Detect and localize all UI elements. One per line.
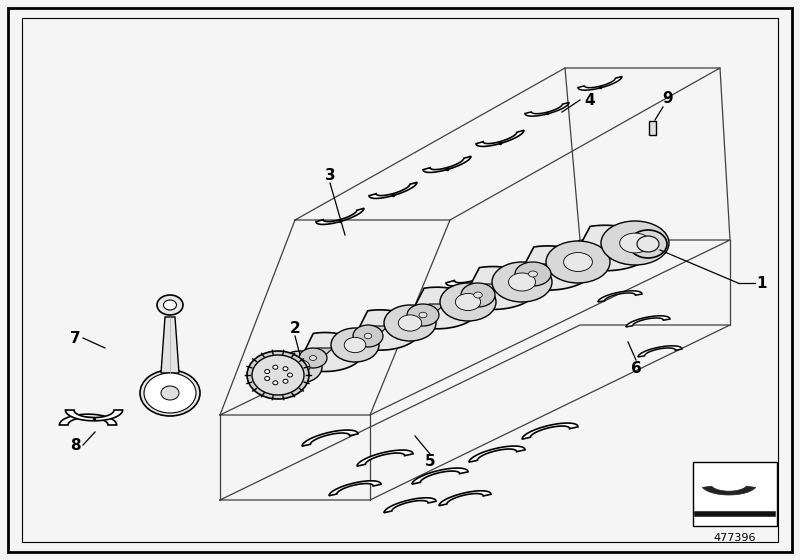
Text: 9: 9 bbox=[662, 91, 674, 105]
Polygon shape bbox=[521, 246, 594, 290]
Polygon shape bbox=[161, 317, 179, 373]
Ellipse shape bbox=[384, 305, 436, 341]
Polygon shape bbox=[412, 468, 468, 484]
Ellipse shape bbox=[290, 360, 310, 374]
Polygon shape bbox=[702, 486, 756, 495]
Ellipse shape bbox=[283, 379, 288, 383]
Ellipse shape bbox=[247, 351, 309, 399]
Ellipse shape bbox=[620, 233, 650, 253]
Ellipse shape bbox=[364, 333, 372, 339]
Polygon shape bbox=[302, 333, 363, 371]
Ellipse shape bbox=[440, 283, 496, 321]
Ellipse shape bbox=[637, 236, 659, 252]
Text: 7: 7 bbox=[70, 330, 80, 346]
Text: 5: 5 bbox=[425, 455, 435, 469]
Ellipse shape bbox=[299, 348, 327, 368]
Ellipse shape bbox=[310, 356, 317, 361]
Polygon shape bbox=[66, 410, 122, 421]
Polygon shape bbox=[369, 183, 417, 198]
Ellipse shape bbox=[265, 370, 270, 374]
Ellipse shape bbox=[283, 367, 288, 371]
Polygon shape bbox=[302, 430, 358, 446]
Ellipse shape bbox=[563, 253, 593, 272]
Ellipse shape bbox=[161, 386, 179, 400]
Ellipse shape bbox=[273, 381, 278, 385]
Polygon shape bbox=[384, 498, 436, 513]
Ellipse shape bbox=[344, 337, 366, 353]
Bar bbox=[649, 121, 656, 135]
Bar bbox=[693, 462, 777, 526]
Text: 8: 8 bbox=[70, 437, 80, 452]
Polygon shape bbox=[626, 316, 670, 327]
Polygon shape bbox=[337, 322, 393, 341]
Ellipse shape bbox=[265, 376, 270, 380]
Ellipse shape bbox=[140, 370, 200, 416]
Ellipse shape bbox=[287, 373, 293, 377]
Ellipse shape bbox=[492, 262, 552, 302]
Ellipse shape bbox=[529, 271, 538, 277]
Polygon shape bbox=[59, 414, 117, 425]
Polygon shape bbox=[392, 295, 448, 314]
Polygon shape bbox=[472, 284, 501, 298]
Ellipse shape bbox=[629, 230, 667, 258]
Ellipse shape bbox=[601, 221, 669, 265]
Ellipse shape bbox=[163, 300, 177, 310]
Polygon shape bbox=[423, 156, 471, 172]
Text: 6: 6 bbox=[630, 361, 642, 376]
Text: 4: 4 bbox=[585, 92, 595, 108]
Ellipse shape bbox=[278, 351, 322, 383]
Polygon shape bbox=[638, 346, 682, 357]
Polygon shape bbox=[467, 267, 537, 310]
Polygon shape bbox=[362, 326, 388, 339]
Ellipse shape bbox=[353, 325, 383, 347]
Ellipse shape bbox=[461, 283, 495, 307]
Ellipse shape bbox=[407, 304, 439, 326]
Polygon shape bbox=[439, 491, 491, 506]
Polygon shape bbox=[316, 208, 364, 225]
Text: 477396: 477396 bbox=[714, 533, 756, 543]
Polygon shape bbox=[522, 423, 578, 439]
Polygon shape bbox=[329, 481, 381, 496]
Polygon shape bbox=[469, 446, 525, 462]
Polygon shape bbox=[446, 267, 502, 286]
Polygon shape bbox=[357, 450, 413, 466]
Polygon shape bbox=[282, 350, 338, 369]
Ellipse shape bbox=[546, 241, 610, 283]
Ellipse shape bbox=[474, 292, 482, 298]
Ellipse shape bbox=[398, 315, 422, 331]
Polygon shape bbox=[525, 102, 569, 116]
Ellipse shape bbox=[273, 365, 278, 369]
Text: 1: 1 bbox=[757, 276, 767, 291]
Polygon shape bbox=[527, 264, 556, 277]
Polygon shape bbox=[307, 348, 333, 361]
Ellipse shape bbox=[515, 262, 551, 286]
Ellipse shape bbox=[252, 355, 304, 395]
Ellipse shape bbox=[144, 373, 196, 413]
Polygon shape bbox=[578, 77, 622, 90]
Polygon shape bbox=[598, 291, 642, 302]
Ellipse shape bbox=[419, 312, 427, 318]
Polygon shape bbox=[476, 130, 524, 146]
Polygon shape bbox=[412, 287, 479, 329]
Ellipse shape bbox=[455, 293, 481, 311]
Polygon shape bbox=[417, 304, 445, 318]
Ellipse shape bbox=[509, 273, 535, 291]
Ellipse shape bbox=[331, 328, 379, 362]
Ellipse shape bbox=[157, 295, 183, 315]
Polygon shape bbox=[577, 225, 653, 270]
Polygon shape bbox=[357, 310, 420, 350]
Text: 2: 2 bbox=[290, 320, 300, 335]
Text: 3: 3 bbox=[325, 167, 335, 183]
